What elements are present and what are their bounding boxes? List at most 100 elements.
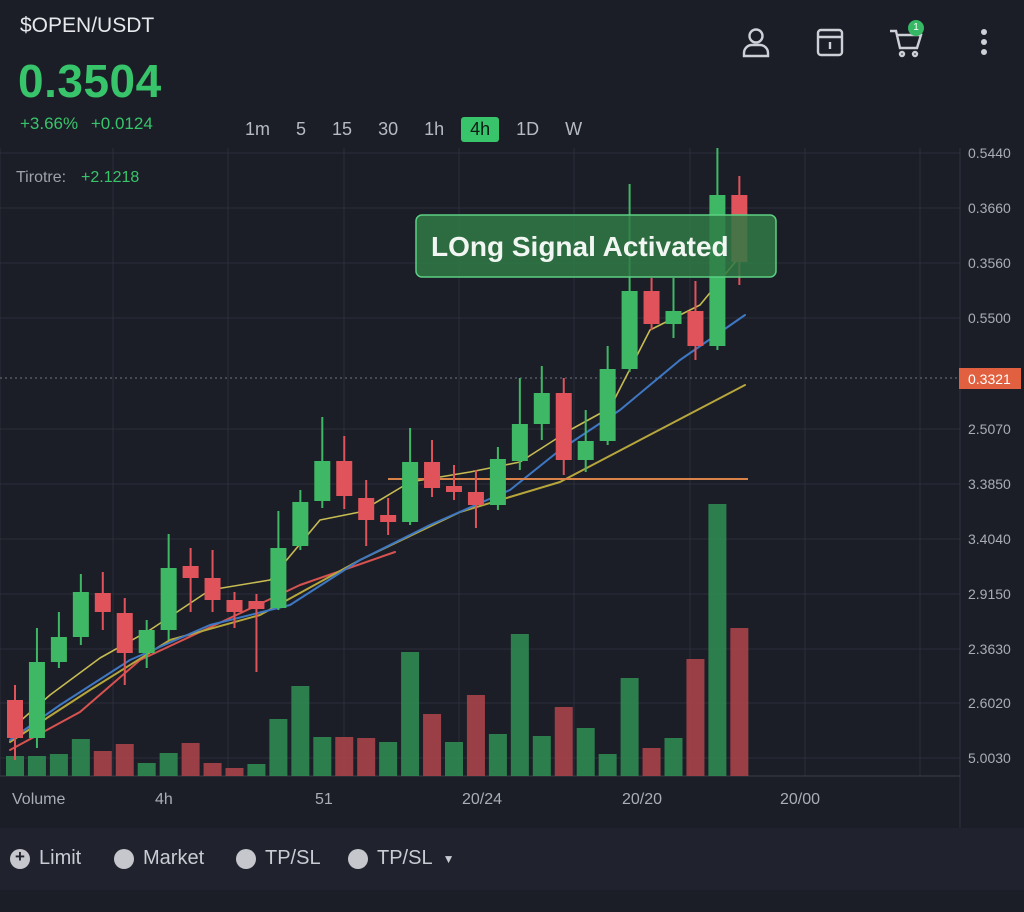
volume-bar: [730, 628, 749, 776]
order-type-label: TP/SL: [265, 847, 321, 869]
y-tick-label: 2.3630: [968, 641, 1011, 657]
candle-body: [28, 662, 45, 738]
plus-circle-icon: [10, 847, 30, 869]
y-tick-label: 2.5070: [968, 421, 1011, 437]
x-tick-label: 20/00: [780, 791, 820, 808]
y-tick-label: 0.3660: [968, 200, 1011, 216]
candle-body: [270, 548, 287, 608]
pair-title[interactable]: $OPEN/USDT: [20, 14, 155, 37]
clipboard-icon[interactable]: [810, 22, 850, 62]
candle-body: [72, 592, 89, 637]
candle-body: [94, 593, 111, 612]
volume-bar: [27, 756, 46, 776]
order-type-tpsl-dropdown[interactable]: TP/SL ▼: [348, 847, 454, 870]
candle-body: [511, 424, 528, 461]
volume-bar: [379, 742, 398, 776]
candle-body: [489, 459, 506, 505]
tab-timeframe-1m[interactable]: 1m: [245, 119, 271, 139]
volume-bar: [642, 748, 661, 776]
y-tick-label: 0.3560: [968, 255, 1011, 271]
y-tick-label: 3.4040: [968, 531, 1011, 547]
candle-body: [292, 502, 309, 546]
ma-mid: [9, 314, 746, 741]
y-tick-label: 0.5500: [968, 310, 1011, 326]
candle-body: [577, 441, 594, 460]
candle-body: [402, 462, 419, 522]
circle-icon: [236, 848, 256, 869]
volume-bar: [488, 734, 507, 776]
volume-bar: [6, 756, 24, 776]
circle-icon: [114, 848, 134, 869]
volume-bar: [598, 754, 617, 776]
price-chart[interactable]: 0.5440 0.3660 0.3560 0.5500 0.3321 2.5070 3.38…: [0, 145, 1024, 828]
volume-bar: [445, 742, 463, 776]
candle-body: [160, 568, 177, 630]
volume-bar: [181, 743, 200, 776]
volume-bar: [357, 738, 376, 776]
tab-timeframe-w[interactable]: W: [565, 119, 583, 139]
timeframe-tabs: 1m 5 15 30 1h 4h 1D W: [236, 117, 599, 150]
candle-body: [643, 291, 660, 324]
tab-timeframe-15[interactable]: 15: [332, 119, 353, 139]
volume-bar: [93, 751, 112, 776]
tab-timeframe-1h[interactable]: 1h: [424, 119, 445, 139]
x-tick-label: 20/24: [462, 791, 502, 808]
cart-badge: 1: [908, 20, 924, 36]
volume-bar: [708, 504, 727, 776]
trend-line-red: [9, 551, 396, 751]
signal-text: LOng Signal Activated: [431, 231, 729, 262]
more-vertical-icon[interactable]: [964, 22, 1004, 62]
candle-body: [182, 566, 199, 578]
order-type-bar: Limit Market TP/SL TP/SL ▼: [0, 828, 1024, 890]
tab-timeframe-1d[interactable]: 1D: [516, 119, 540, 139]
price-change: +3.66% +0.0124: [20, 114, 161, 134]
volume-bar: [686, 659, 705, 776]
volume-bar: [49, 754, 68, 776]
tab-timeframe-4h[interactable]: 4h: [461, 117, 500, 142]
volume-bar: [532, 736, 551, 776]
bottom-strip: [0, 890, 1024, 912]
y-tick-label: 2.6020: [968, 695, 1011, 711]
candle-body: [226, 600, 243, 612]
volume-bar: [269, 719, 288, 776]
volume-bar: [225, 768, 244, 776]
chevron-down-icon: ▼: [442, 851, 455, 866]
candle-body: [599, 369, 616, 441]
volume-bar: [576, 728, 595, 776]
order-type-limit[interactable]: Limit: [10, 847, 81, 870]
order-type-label: Limit: [39, 847, 82, 869]
volume-bar: [291, 686, 310, 776]
x-tick-label: Volume: [12, 791, 65, 808]
tab-timeframe-5[interactable]: 5: [279, 117, 324, 150]
candle-body: [687, 311, 704, 346]
order-type-market[interactable]: Market: [114, 847, 204, 870]
volume-bar: [203, 763, 222, 776]
candle-body: [7, 700, 23, 738]
user-icon[interactable]: [736, 22, 776, 62]
cart-icon[interactable]: 1: [886, 20, 926, 62]
candle-body: [446, 486, 462, 492]
circle-icon: [348, 848, 368, 869]
chart-svg[interactable]: 0.5440 0.3660 0.3560 0.5500 0.3321 2.5070 3.38…: [0, 145, 1024, 828]
candle-body: [204, 578, 221, 600]
candle-body: [336, 461, 353, 496]
volume-bar: [115, 744, 134, 776]
candle-body: [621, 291, 638, 369]
y-tick-label: 0.3321: [968, 371, 1011, 387]
volume-bar: [423, 714, 442, 776]
candle-body: [314, 461, 331, 501]
volume-bar: [159, 753, 178, 776]
tab-timeframe-30[interactable]: 30: [378, 119, 399, 139]
volume-bar: [664, 738, 683, 776]
volume-bar: [313, 737, 332, 776]
order-type-label: TP/SL: [377, 847, 433, 869]
current-price-tag: [959, 368, 1021, 389]
change-absolute: +0.0124: [90, 114, 153, 133]
volume-bar: [137, 763, 156, 776]
candle-body: [248, 601, 265, 609]
volume-bar: [620, 678, 639, 776]
order-type-tpsl[interactable]: TP/SL: [236, 847, 321, 870]
candle-body: [533, 393, 550, 424]
y-tick-label: 3.3850: [968, 476, 1011, 492]
volume-bar: [554, 707, 573, 776]
